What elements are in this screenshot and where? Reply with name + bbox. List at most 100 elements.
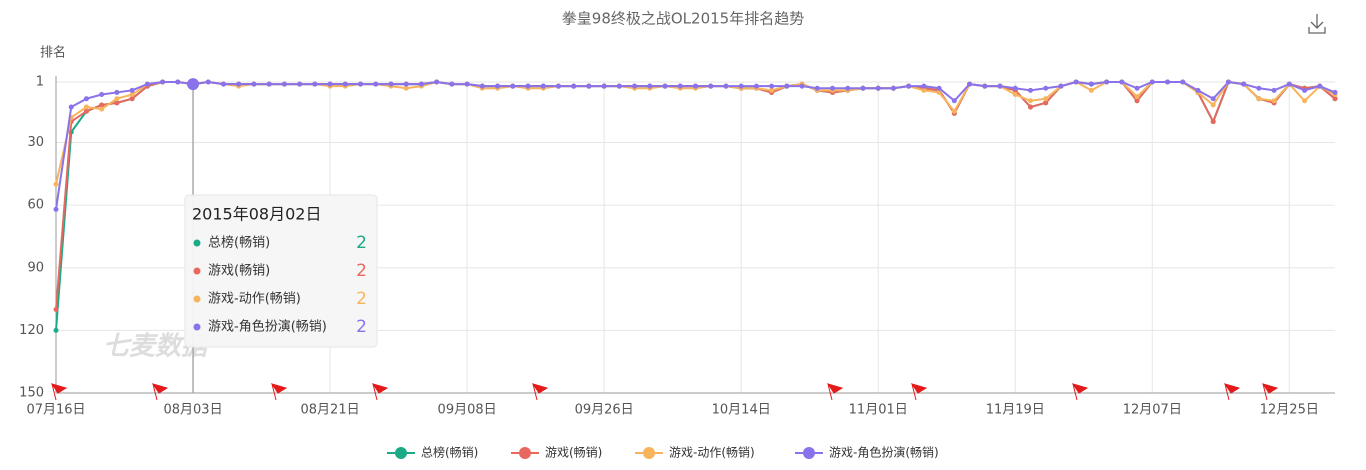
legend-swatch: [395, 447, 407, 459]
data-point: [860, 85, 866, 91]
data-point: [1317, 83, 1323, 89]
data-point: [769, 83, 775, 89]
data-point: [555, 83, 561, 89]
data-point: [1012, 92, 1018, 98]
x-tick-label: 11月01日: [849, 403, 908, 418]
legend-item[interactable]: 游戏-动作(畅销): [635, 446, 755, 460]
data-point: [1149, 79, 1155, 85]
data-point: [1027, 87, 1033, 93]
data-point: [114, 96, 120, 102]
flag[interactable]: [826, 383, 844, 401]
data-point: [464, 81, 470, 87]
tooltip-dot: [193, 323, 201, 331]
data-point: [662, 83, 668, 89]
legend-label: 总榜(畅销): [421, 445, 478, 460]
data-point: [1119, 79, 1125, 85]
data-point: [1332, 96, 1338, 102]
data-point: [1271, 87, 1277, 93]
event-flags: [50, 383, 1279, 401]
y-axis-label: 排名: [40, 45, 66, 61]
data-point: [647, 83, 653, 89]
legend: 总榜(畅销) 游戏(畅销) 游戏-动作(畅销) 游戏-角色扮演(畅销): [387, 445, 939, 460]
data-point: [693, 83, 698, 89]
data-point: [83, 108, 89, 114]
tooltip-series-name: 游戏(畅销): [208, 264, 270, 279]
data-point: [388, 81, 394, 87]
flag[interactable]: [1223, 383, 1241, 401]
x-tick-label: 07月16日: [26, 403, 85, 418]
data-point: [845, 85, 851, 91]
data-point: [403, 81, 409, 87]
flag[interactable]: [270, 383, 288, 401]
data-point: [479, 83, 485, 89]
flag[interactable]: [151, 383, 169, 401]
flag[interactable]: [531, 383, 549, 401]
legend-swatch: [519, 447, 531, 459]
data-point: [205, 79, 211, 85]
legend-item[interactable]: 游戏(畅销): [511, 446, 602, 460]
data-point: [1088, 81, 1094, 87]
data-point: [936, 85, 942, 91]
y-tick-label: 120: [19, 323, 44, 338]
data-point: [99, 106, 105, 112]
data-point: [434, 79, 440, 85]
data-point: [236, 81, 242, 87]
data-point: [1027, 104, 1033, 110]
legend-label: 游戏-动作(畅销): [669, 446, 755, 460]
tooltip-box: [184, 194, 378, 348]
x-tick-label: 11月19日: [986, 403, 1045, 418]
data-point: [525, 83, 531, 89]
legend-item[interactable]: 总榜(畅销): [387, 445, 478, 460]
data-point: [175, 79, 181, 85]
data-point: [967, 81, 973, 87]
flag[interactable]: [910, 383, 928, 401]
data-point: [220, 81, 226, 87]
flag[interactable]: [1071, 383, 1089, 401]
data-point: [1195, 87, 1201, 93]
data-point: [114, 89, 120, 95]
data-point: [997, 83, 1003, 89]
data-point: [951, 98, 957, 104]
data-point: [1241, 81, 1247, 87]
legend-swatch: [643, 447, 655, 459]
tooltip-series-name: 游戏-动作(畅销): [208, 292, 301, 307]
data-point: [1180, 79, 1186, 85]
tooltip-value: 2: [356, 289, 367, 309]
data-point: [936, 89, 942, 95]
y-tick-label: 90: [27, 260, 44, 275]
flag[interactable]: [1261, 383, 1279, 401]
data-point: [708, 83, 714, 89]
tooltip-series-name: 总榜(畅销): [208, 235, 270, 251]
series-line: [55, 80, 1336, 185]
data-point: [799, 83, 805, 89]
data-point: [1088, 87, 1094, 93]
data-point: [129, 87, 135, 93]
data-point: [129, 96, 135, 102]
data-point: [53, 206, 59, 212]
chart-title: 拳皇98终极之战OL2015年排名趋势: [562, 10, 804, 28]
data-point: [251, 81, 257, 87]
legend-item[interactable]: 游戏-角色扮演(畅销): [795, 445, 939, 460]
legend-label: 游戏-角色扮演(畅销): [829, 445, 939, 460]
download-glyph[interactable]: [1308, 14, 1326, 34]
data-point: [540, 83, 546, 89]
data-point: [738, 83, 744, 89]
data-point: [723, 83, 729, 89]
data-point: [616, 83, 622, 89]
data-point: [951, 108, 957, 114]
data-point: [632, 83, 638, 89]
flag[interactable]: [371, 383, 389, 401]
x-tick-label: 08月03日: [163, 403, 222, 418]
x-tick-label: 10月14日: [712, 403, 771, 418]
data-point: [68, 104, 74, 110]
y-tick-label: 30: [27, 135, 44, 150]
data-point: [1286, 81, 1292, 87]
data-point: [114, 100, 120, 106]
data-point: [129, 92, 135, 98]
flag[interactable]: [50, 383, 68, 401]
download-icon[interactable]: [1308, 14, 1326, 34]
data-point: [906, 83, 912, 89]
tooltip-series-name: 游戏-角色扮演(畅销): [208, 319, 327, 335]
data-point: [53, 181, 59, 187]
